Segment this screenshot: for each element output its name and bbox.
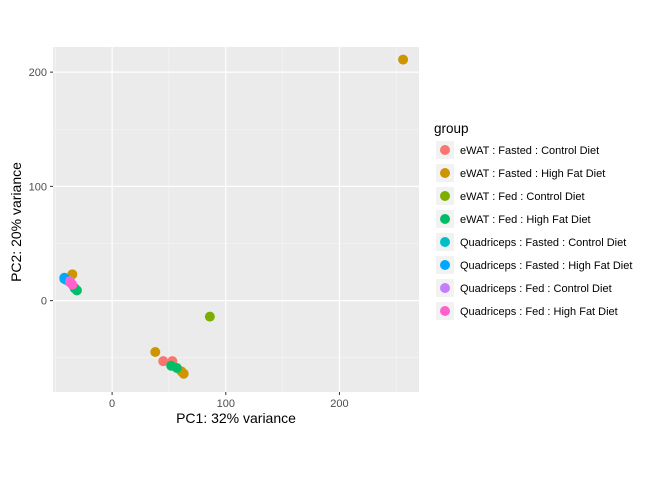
x-tick-label: 200 [330, 398, 348, 410]
y-tick-label: 200 [29, 67, 47, 79]
y-axis-title: PC2: 20% variance [8, 162, 24, 282]
legend-label: Quadriceps : Fasted : Control Diet [460, 237, 626, 249]
data-point [398, 54, 409, 65]
legend-label: Quadriceps : Fasted : High Fat Diet [460, 260, 632, 272]
data-point [178, 368, 189, 379]
panel-background [53, 47, 419, 392]
x-tick-label: 100 [217, 398, 235, 410]
legend-key-point [440, 191, 450, 201]
legend-key-point [440, 283, 450, 293]
data-points [59, 54, 409, 379]
legend-label: eWAT : Fed : High Fat Diet [460, 214, 591, 226]
legend-key-point [440, 237, 450, 247]
legend-key-point [440, 168, 450, 178]
legend-items: eWAT : Fasted : Control Diet eWAT : Faste… [436, 141, 632, 320]
data-point [150, 347, 161, 358]
legend-label: Quadriceps : Fed : High Fat Diet [460, 306, 618, 318]
data-point [158, 356, 169, 367]
y-tick-label: 0 [41, 296, 47, 308]
legend-key-point [440, 214, 450, 224]
major-gridlines [53, 47, 419, 392]
legend-key-point [440, 306, 450, 316]
x-axis-title: PC1: 32% variance [176, 410, 296, 426]
legend-label: eWAT : Fasted : High Fat Diet [460, 168, 605, 180]
data-point [204, 311, 215, 322]
data-point [171, 363, 182, 374]
legend-key-point [440, 260, 450, 270]
legend-key-point [440, 145, 450, 155]
y-axis-ticks: 0 100 200 [29, 67, 53, 308]
x-tick-label: 0 [109, 398, 115, 410]
data-point [67, 279, 78, 290]
legend-label: Quadriceps : Fed : Control Diet [460, 283, 612, 295]
minor-gridlines [53, 47, 419, 392]
legend-title: group [434, 121, 469, 136]
legend-label: eWAT : Fed : Control Diet [460, 191, 585, 203]
y-tick-label: 100 [29, 181, 47, 193]
legend-label: eWAT : Fasted : Control Diet [460, 145, 599, 157]
x-axis-ticks: 0 100 200 [109, 392, 349, 410]
